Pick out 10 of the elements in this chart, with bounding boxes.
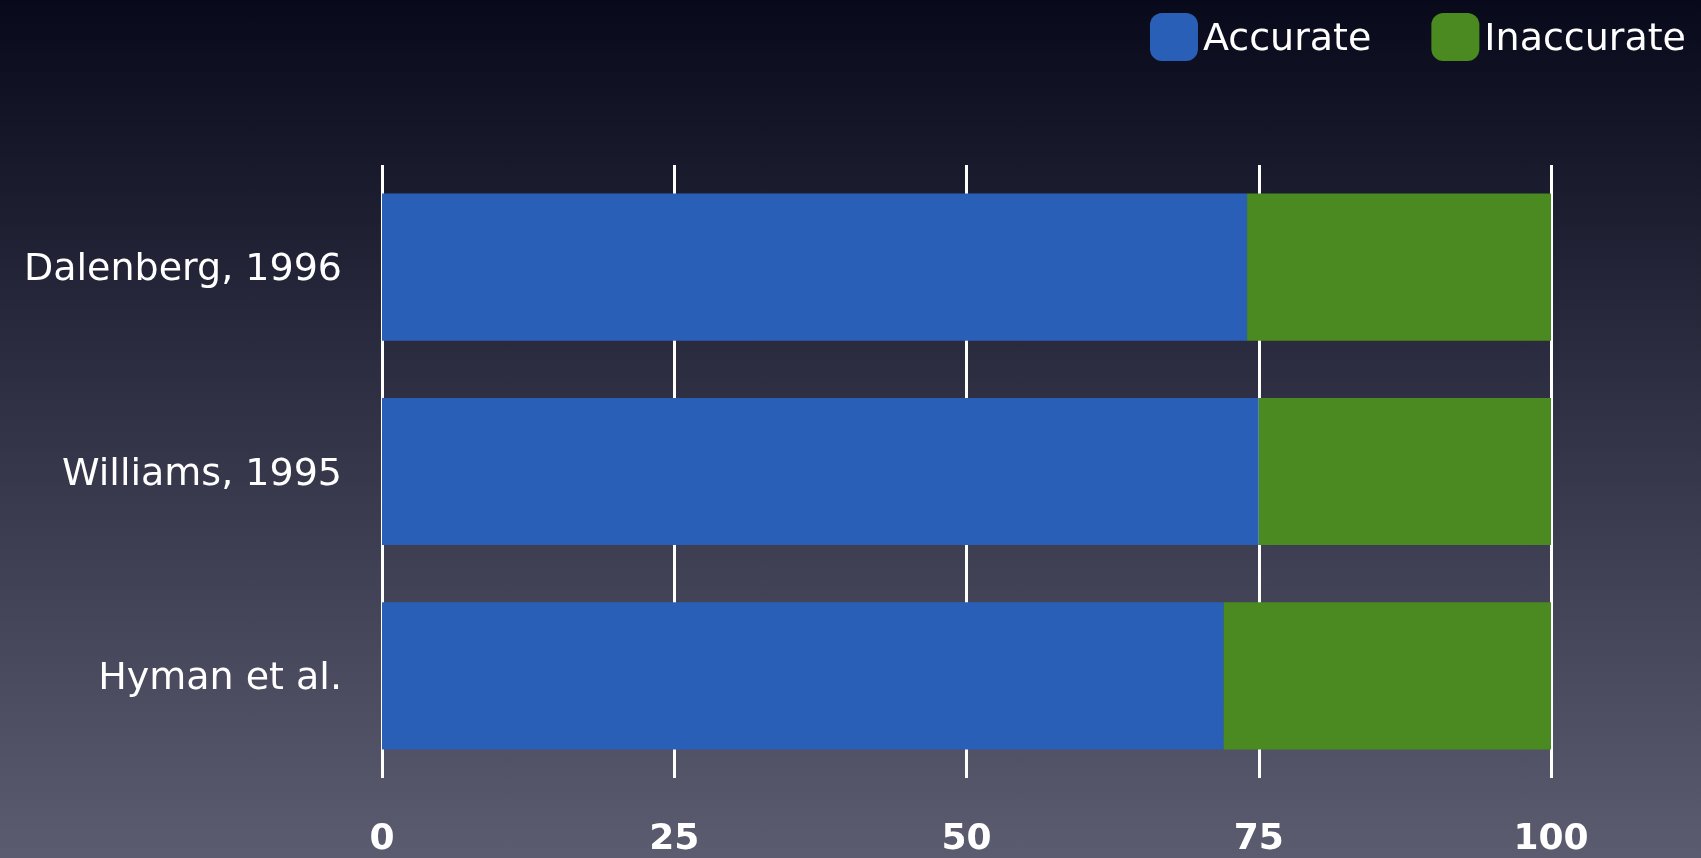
y-tick-label: Hyman et al.: [98, 653, 342, 698]
y-tick-label: Williams, 1995: [62, 449, 342, 494]
x-tick-label: 25: [649, 815, 700, 857]
legend-label: Inaccurate: [1484, 15, 1687, 59]
x-tick-label: 50: [941, 815, 992, 857]
x-tick-label: 0: [369, 815, 395, 857]
x-tick-label: 75: [1233, 815, 1284, 857]
legend-label: Accurate: [1202, 15, 1372, 59]
y-tick-label: Dalenberg, 1996: [23, 245, 342, 290]
x-tick-label: 100: [1513, 815, 1589, 857]
